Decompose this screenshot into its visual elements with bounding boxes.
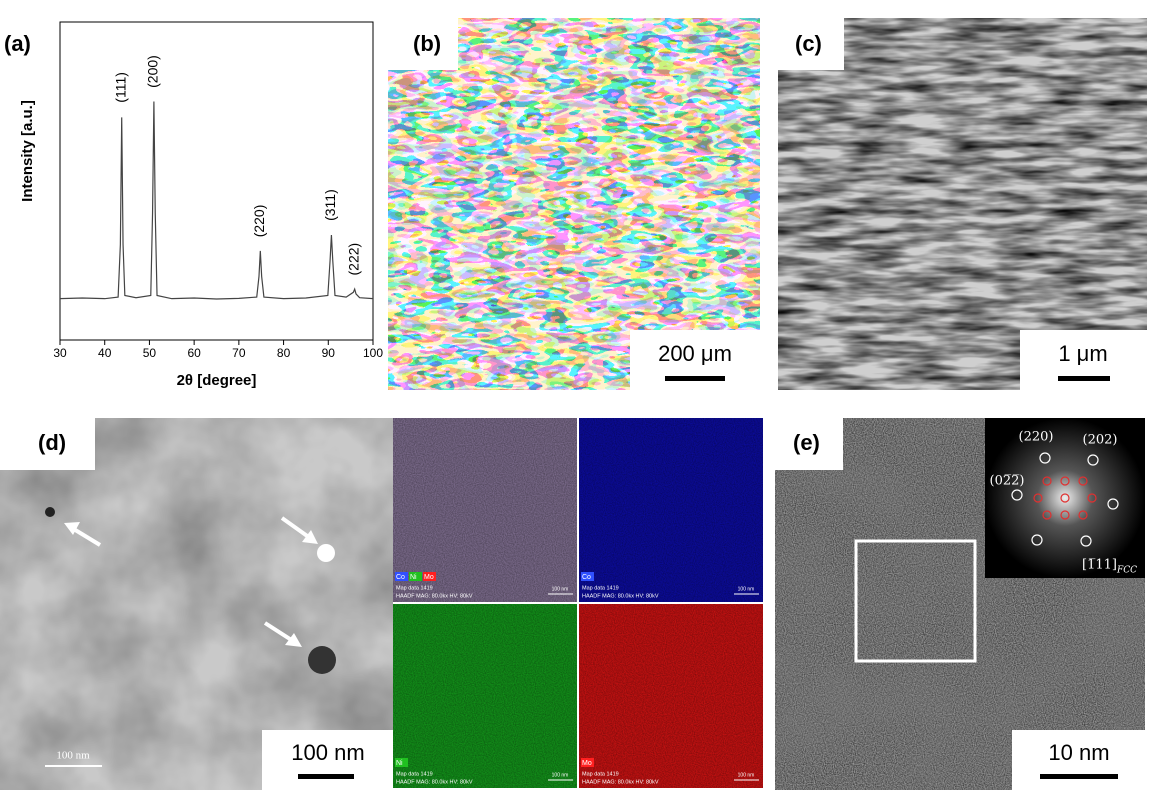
eds-texture — [579, 418, 763, 602]
panel-label: (e) — [793, 430, 820, 455]
plot-frame — [59, 21, 374, 341]
label-box — [778, 18, 844, 70]
ebsd-map: (b) 200 μm — [388, 18, 760, 390]
label-box — [0, 418, 95, 470]
scale-bar-label: 10 nm — [1048, 740, 1109, 765]
label-box — [775, 418, 843, 470]
y-axis-label: Intensity [a.u.] — [19, 100, 36, 202]
x-tick-label: 60 — [187, 346, 201, 360]
eds-texture — [579, 604, 763, 788]
peak-label: (311) — [322, 189, 338, 221]
x-tick-label: 50 — [143, 346, 157, 360]
scale-box — [1012, 730, 1145, 790]
eds-maps: Co Ni Mo Map data 1419 HAADF MAG: 80.0kx HV:… — [393, 418, 763, 788]
scale-bar-label: 100 nm — [291, 740, 364, 765]
scale-bar — [1040, 774, 1118, 779]
scale-bar — [298, 774, 354, 779]
eds-label: Ni — [396, 760, 403, 767]
eds-texture — [393, 418, 577, 602]
scale-bar — [1058, 376, 1110, 381]
eds-texture — [393, 604, 577, 788]
panel-label: (b) — [413, 31, 441, 56]
peak-label: (220) — [251, 205, 267, 238]
eds-label: Ni — [410, 574, 417, 581]
eds-footer: Map data 1419 — [396, 771, 433, 777]
scale-bar-label: 1 μm — [1058, 341, 1107, 366]
image — [388, 18, 760, 390]
spot-label: (220) — [1019, 430, 1054, 445]
peak-label: (111) — [112, 72, 128, 103]
eds-footer: Map data 1419 — [396, 585, 433, 591]
eds-scale-label: 100 nm — [738, 772, 755, 778]
xrd-trace — [59, 101, 374, 300]
x-tick-label: 40 — [98, 346, 112, 360]
scale-bar-label: 200 μm — [658, 341, 732, 366]
stem-image-d: (d) 100 nm 100 nm — [0, 418, 393, 790]
eds-footer: HAADF MAG: 80.0kx HV: 80kV — [396, 593, 473, 599]
fft-spots — [1033, 476, 1097, 520]
image-texture — [778, 18, 1147, 390]
x-tick-label: 30 — [53, 346, 67, 360]
eds-label-box — [581, 758, 594, 767]
eds-scale-label: 100 nm — [552, 772, 569, 778]
eds-footer: Map data 1419 — [582, 585, 619, 591]
scale-bar — [665, 376, 725, 381]
eds-scale-label: 100 nm — [738, 586, 755, 592]
fft-inset — [985, 418, 1145, 578]
precipitate — [308, 646, 336, 674]
eds-label-box — [423, 572, 436, 581]
hrtem-image-e: (e) (220) (202) (02̅2̅) [1̅11] FCC 10 nm — [775, 418, 1145, 790]
precipitate — [45, 507, 55, 517]
label-box — [388, 18, 458, 70]
eds-footer: HAADF MAG: 80.0kx HV: 80kV — [582, 779, 659, 785]
eds-label: Mo — [582, 760, 592, 767]
eds-footer: Map data 1419 — [582, 771, 619, 777]
panel-label: (c) — [795, 31, 822, 56]
zone-axis: [1̅11] — [1082, 558, 1117, 573]
eds-label-box — [395, 572, 408, 581]
fft-spots-main — [1011, 452, 1119, 547]
spot-label: (02̅2̅) — [990, 474, 1025, 489]
x-tick-label: 80 — [277, 346, 291, 360]
eds-label: Co — [582, 574, 591, 581]
tem-image-c: (c) 1 μm — [778, 18, 1147, 390]
spot-label: (202) — [1083, 433, 1118, 448]
zone-axis-subscript: FCC — [1116, 566, 1137, 576]
peak-label: (200) — [145, 55, 161, 88]
image-texture — [0, 418, 393, 790]
eds-footer: HAADF MAG: 80.0kx HV: 80kV — [396, 779, 473, 785]
eds-label-box — [581, 572, 594, 581]
peak-label: (222) — [345, 243, 361, 276]
x-tick-label: 70 — [232, 346, 246, 360]
x-tick-label: 100 — [363, 346, 383, 360]
x-tick-label: 90 — [322, 346, 336, 360]
x-axis-label: 2θ [degree] — [177, 372, 257, 389]
panel-label: (d) — [38, 430, 66, 455]
panel-label: (a) — [4, 31, 31, 56]
eds-label-box — [409, 572, 422, 581]
eds-footer: HAADF MAG: 80.0kx HV: 80kV — [582, 593, 659, 599]
eds-label: Mo — [424, 574, 434, 581]
arrows — [64, 516, 318, 647]
xrd-chart: 30 40 50 60 70 80 90 100 2θ [degree] Intensity [a… — [19, 21, 383, 389]
eds-label-box — [395, 758, 408, 767]
scale-box — [262, 730, 393, 790]
inset-scale-label: 100 nm — [56, 750, 90, 762]
selection-box — [854, 539, 977, 663]
eds-label: Co — [396, 574, 405, 581]
precipitate — [317, 544, 335, 562]
eds-scale-label: 100 nm — [552, 586, 569, 592]
